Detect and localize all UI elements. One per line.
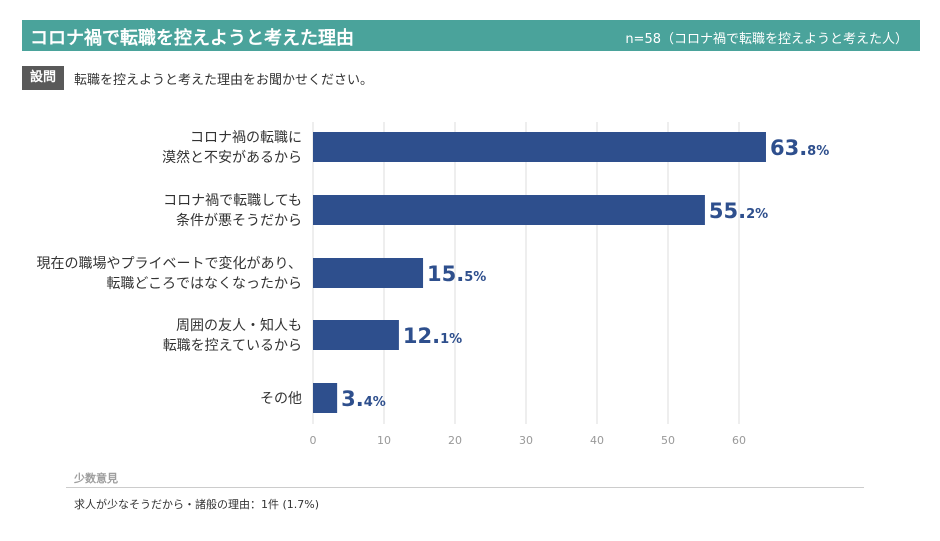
value-label: 12.1%	[403, 324, 462, 348]
bar	[313, 132, 766, 162]
sample-size-note: n=58（コロナ禍で転職を控えようと考えた人）	[625, 32, 908, 47]
category-label: 転職を控えているから	[163, 338, 302, 354]
bar	[313, 320, 399, 350]
category-label: その他	[260, 391, 302, 407]
bars	[313, 132, 766, 413]
question-text: 転職を控えようと考えた理由をお聞かせください。	[74, 73, 374, 88]
x-axis-ticks: 0 10 20 30 40 50 60	[310, 434, 747, 447]
category-label: コロナ禍で転職しても	[163, 193, 302, 209]
x-tick-label: 60	[732, 434, 746, 447]
title-banner: コロナ禍で転職を控えようと考えた理由 n=58（コロナ禍で転職を控えようと考えた…	[22, 20, 920, 51]
minority-divider	[66, 487, 864, 488]
x-tick-label: 30	[519, 434, 533, 447]
value-label: 15.5%	[427, 262, 486, 286]
category-label: 転職どころではなくなったから	[106, 276, 302, 292]
x-tick-label: 0	[310, 434, 317, 447]
category-label: 条件が悪そうだから	[176, 212, 302, 229]
x-tick-label: 10	[377, 434, 391, 447]
bar	[313, 195, 705, 225]
value-label: 3.4%	[341, 387, 386, 411]
question-badge: 設問	[22, 66, 64, 90]
bar	[313, 383, 338, 413]
x-tick-label: 40	[590, 434, 604, 447]
chart-title: コロナ禍で転職を控えようと考えた理由	[30, 28, 354, 49]
x-tick-label: 50	[661, 434, 675, 447]
value-label: 55.2%	[709, 199, 768, 223]
category-label: 漠然と不安があるから	[162, 149, 302, 166]
category-label: 現在の職場やプライベートで変化があり、	[37, 255, 302, 272]
category-labels: コロナ禍の転職に漠然と不安があるからコロナ禍で転職しても条件が悪そうだから現在の…	[37, 130, 302, 407]
x-tick-label: 20	[448, 434, 462, 447]
category-label: コロナ禍の転職に	[190, 130, 302, 146]
value-labels: 63.8% 55.2% 15.5% 12.1% 3.4%	[341, 136, 829, 411]
category-label: 周囲の友人・知人も	[176, 317, 302, 334]
minority-text: 求人が少なそうだから・諸般の理由：1件 (1.7%)	[74, 498, 320, 511]
minority-title: 少数意見	[74, 472, 118, 485]
bar	[313, 258, 424, 288]
value-label: 63.8%	[770, 136, 829, 160]
